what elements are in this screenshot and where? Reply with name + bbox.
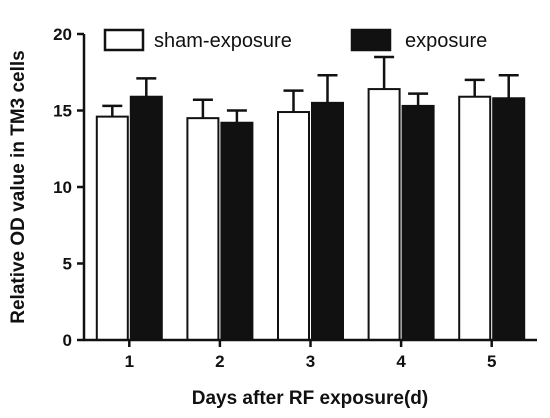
y-tick-label: 10 — [53, 178, 72, 197]
bar-exposure — [129, 95, 163, 342]
legend-swatch-sham-exposure — [103, 28, 145, 52]
x-tick-label: 5 — [487, 352, 496, 371]
x-tick-label: 1 — [125, 352, 134, 371]
bar-exposure — [401, 104, 435, 341]
y-axis-ticks: 0 5 10 15 20 — [53, 25, 84, 350]
y-axis-title: Relative OD value in TM3 cells — [8, 50, 29, 324]
bar-exposure — [492, 97, 526, 342]
y-tick-label: 20 — [53, 25, 72, 44]
legend-label-sham-exposure: sham-exposure — [154, 30, 292, 52]
bar-sham-exposure — [458, 95, 492, 342]
bar-sham-exposure — [186, 117, 220, 342]
x-axis-title: Days after RF exposure(d) — [192, 388, 429, 409]
x-tick-label: 4 — [396, 352, 406, 371]
legend: sham-exposure exposure — [103, 28, 487, 52]
x-tick-label: 2 — [215, 352, 224, 371]
bar-sham-exposure — [95, 115, 129, 342]
bar-sham-exposure — [367, 88, 401, 341]
y-tick-label: 0 — [63, 331, 72, 350]
y-tick-label: 5 — [63, 255, 72, 274]
bar-sham-exposure — [277, 111, 310, 341]
bars-group — [95, 88, 526, 342]
bar-exposure — [220, 121, 254, 341]
bar-exposure — [311, 101, 344, 341]
x-tick-label: 3 — [306, 352, 315, 371]
y-tick-label: 15 — [53, 102, 72, 121]
x-axis-ticks: 1 2 3 4 5 — [125, 340, 496, 371]
legend-label-exposure: exposure — [405, 30, 487, 52]
legend-swatch-exposure — [350, 28, 392, 52]
error-bars-group — [102, 55, 519, 123]
